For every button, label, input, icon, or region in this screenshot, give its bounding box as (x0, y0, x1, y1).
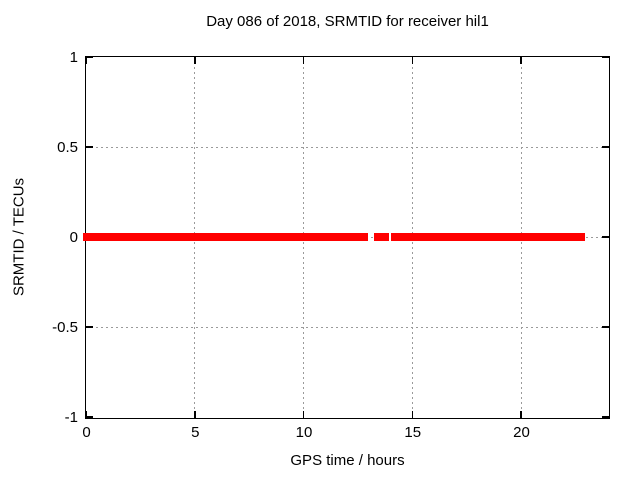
y-tick-mark (86, 416, 93, 418)
x-tick-label: 0 (82, 424, 91, 441)
data-series-segment (374, 233, 390, 241)
y-tick-label: -0.5 (52, 318, 78, 336)
x-tick-mark (520, 411, 522, 418)
gridline-horizontal (86, 327, 609, 328)
x-tick-mark (85, 411, 87, 418)
y-tick-mark (602, 56, 609, 58)
x-tick-mark (194, 411, 196, 418)
chart-title: Day 086 of 2018, SRMTID for receiver hil… (206, 13, 489, 30)
x-tick-mark (302, 411, 305, 418)
plot-area (83, 56, 610, 419)
x-tick-label: 20 (513, 424, 530, 441)
data-series-segment (391, 233, 440, 241)
x-tick-label: 5 (191, 424, 200, 441)
data-series-segment (436, 233, 586, 241)
x-tick-label: 10 (295, 424, 313, 441)
x-tick-mark (411, 411, 413, 418)
y-tick-label: 0 (69, 228, 78, 246)
y-tick-mark (602, 416, 609, 418)
data-series-segment (324, 233, 369, 241)
y-tick-mark (86, 56, 93, 58)
x-tick-mark (194, 57, 196, 64)
y-tick-label: -1 (64, 408, 78, 426)
y-tick-mark (86, 146, 93, 148)
y-tick-mark (602, 146, 609, 148)
gridline-horizontal (86, 147, 609, 148)
data-series-segment (83, 233, 327, 241)
y-tick-mark (86, 326, 93, 328)
y-tick-mark (602, 326, 609, 328)
y-tick-label: 1 (69, 48, 78, 66)
x-tick-label: 15 (404, 424, 422, 441)
x-axis-label: GPS time / hours (290, 452, 405, 469)
x-tick-mark (85, 57, 87, 64)
x-tick-mark (520, 57, 522, 64)
x-tick-mark (302, 57, 305, 64)
y-tick-mark (602, 236, 609, 238)
y-tick-label: 0.5 (57, 138, 78, 156)
x-tick-mark (411, 57, 413, 64)
